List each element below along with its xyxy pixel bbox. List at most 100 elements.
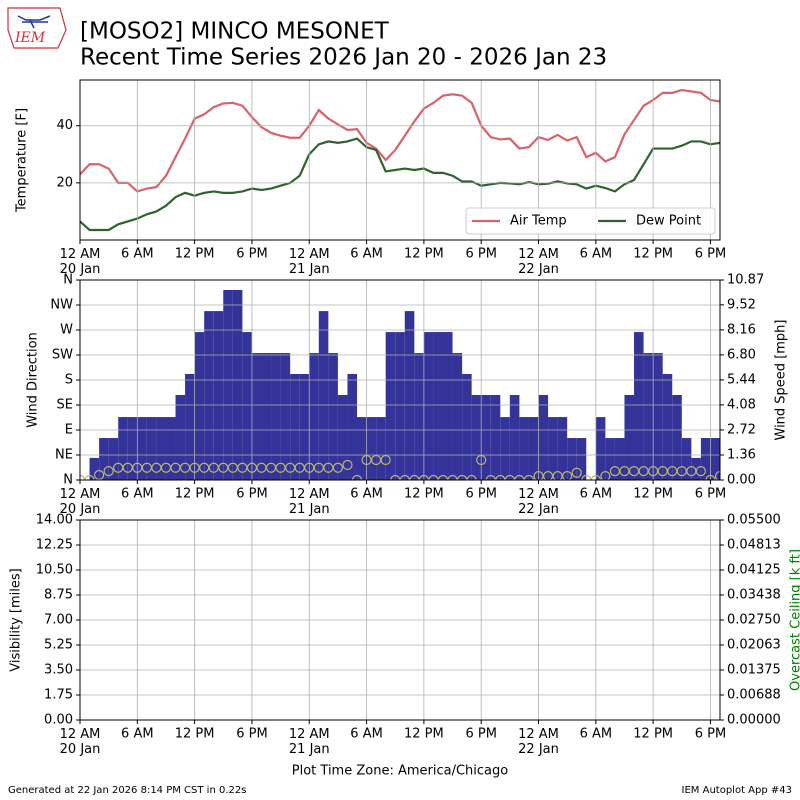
point	[380, 454, 391, 466]
x-tick-label: 6 AM	[350, 727, 383, 742]
y-tick-label: N	[63, 473, 73, 488]
point	[504, 474, 515, 480]
x-tick-label: 6 PM	[695, 487, 726, 502]
y-tick-label: 1.75	[44, 688, 73, 703]
bar	[366, 417, 377, 480]
x-tick-label: 12 AM 21 Jan	[289, 727, 330, 757]
tick-line: 12 AM	[518, 727, 559, 742]
y2-tick-label: 0.00000	[727, 713, 781, 728]
bar	[271, 353, 281, 480]
footer-right: IEM Autoplot App #43	[682, 785, 792, 796]
y-tick-label: 10.50	[36, 563, 73, 578]
tick-line: 20 Jan	[60, 742, 101, 757]
y2-tick-label: 0.01375	[727, 663, 781, 678]
bar	[347, 374, 358, 480]
bar	[251, 353, 262, 480]
bar	[605, 438, 615, 480]
bar	[643, 353, 654, 480]
y2-tick-label: 1.36	[727, 447, 756, 462]
plot-frame	[79, 279, 721, 481]
bar	[99, 438, 109, 480]
x-tick-label: 12 AM 22 Jan	[518, 487, 559, 517]
x-tick-label: 6 AM	[121, 727, 154, 742]
bar	[118, 417, 128, 480]
x-tick-label: 12 PM	[404, 487, 444, 502]
x-tick-label: 6 AM	[580, 727, 613, 742]
point	[390, 474, 401, 480]
bar	[710, 438, 720, 480]
bar	[700, 438, 711, 480]
tick-line: 22 Jan	[518, 742, 559, 757]
y2-tick-label: 0.02750	[727, 613, 781, 628]
bar	[653, 353, 663, 480]
bar	[290, 374, 300, 480]
point	[514, 474, 525, 480]
bar	[634, 332, 644, 480]
point	[466, 474, 477, 480]
bar	[318, 311, 329, 480]
y2-tick-label: 0.02063	[727, 637, 781, 652]
y2-tick-label: 6.80	[727, 347, 756, 362]
x-tick-label: 12 AM 21 Jan	[289, 247, 330, 277]
bar	[165, 417, 176, 480]
tick-line: 12 AM	[289, 487, 330, 502]
x-axis-label: Plot Time Zone: America/Chicago	[292, 764, 508, 779]
legend-label: Dew Point	[636, 214, 701, 229]
point	[714, 471, 720, 480]
y-tick-label: SE	[57, 398, 73, 413]
x-tick-label: 12 PM	[175, 247, 215, 262]
x-tick-label: 12 PM	[633, 247, 673, 262]
x-tick-label: 12 AM 20 Jan	[60, 247, 101, 277]
bar	[557, 417, 568, 480]
y-tick-label: 14.00	[36, 513, 73, 528]
bar	[672, 394, 682, 480]
y2-tick-label: 10.87	[727, 273, 764, 288]
y-axis-label: Temperature [F]	[15, 108, 30, 213]
point	[447, 474, 458, 480]
tick-line: 20 Jan	[60, 262, 101, 277]
bar	[280, 353, 291, 480]
tick-line: 12 AM	[60, 487, 101, 502]
y-tick-label: E	[65, 423, 73, 438]
legend-box	[465, 207, 716, 235]
svg-text:IEM: IEM	[14, 30, 46, 46]
bar	[576, 438, 587, 480]
bar	[261, 353, 272, 480]
y2-axis-label: Overcast Ceiling [k ft]	[789, 549, 800, 691]
y2-tick-label: 8.16	[727, 322, 756, 337]
x-tick-label: 6 PM	[236, 727, 267, 742]
tick-line: 20 Jan	[60, 502, 101, 517]
x-tick-label: 12 PM	[404, 727, 444, 742]
x-tick-label: 6 PM	[465, 487, 496, 502]
title: [MOSO2] MINCO MESONET	[80, 19, 390, 45]
y2-tick-label: 0.04125	[727, 563, 781, 578]
point	[495, 474, 506, 480]
x-tick-label: 12 AM 22 Jan	[518, 247, 559, 277]
bar	[127, 417, 138, 480]
x-tick-label: 6 PM	[236, 487, 267, 502]
point	[342, 459, 353, 471]
point	[695, 466, 706, 477]
point	[103, 466, 114, 477]
y2-tick-label: 0.00688	[727, 687, 781, 702]
tick-line: 12 AM	[289, 247, 330, 262]
bar	[662, 374, 673, 480]
line	[80, 137, 720, 232]
x-tick-label: 6 PM	[695, 247, 726, 262]
point	[485, 474, 496, 480]
bar	[404, 311, 415, 480]
bar	[175, 394, 186, 480]
bar	[509, 394, 520, 480]
x-tick-label: 6 PM	[236, 247, 267, 262]
bar	[681, 438, 692, 480]
x-tick-label: 12 PM	[175, 727, 215, 742]
y-tick-label: 12.25	[36, 538, 73, 553]
bar	[299, 374, 310, 480]
x-tick-label: 6 AM	[350, 487, 383, 502]
y-tick-label: 8.75	[44, 588, 73, 603]
bar	[357, 417, 367, 480]
y2-tick-label: 0.00	[727, 473, 756, 488]
bar	[185, 374, 195, 480]
bar	[519, 417, 529, 480]
x-tick-label: 12 AM 20 Jan	[60, 727, 101, 757]
